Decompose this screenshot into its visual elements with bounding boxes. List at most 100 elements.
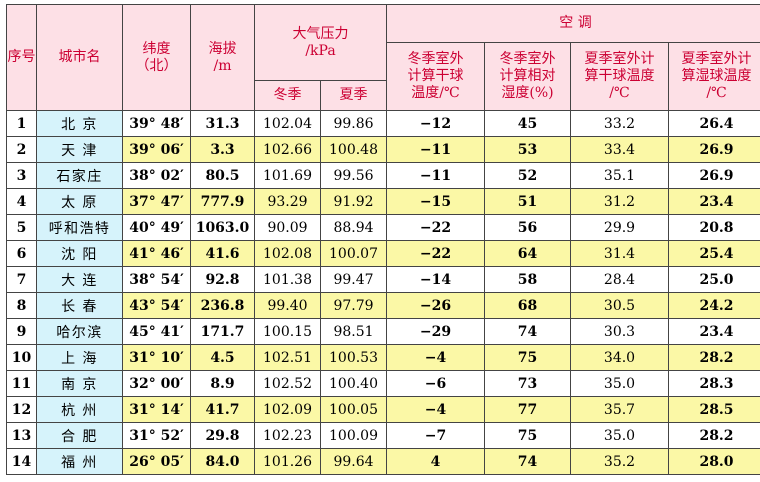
table-row: 9 哈尔滨 45° 41′ 171.7 100.15 98.51 −29 74 30.3 23.4 xyxy=(6,318,760,345)
cell-latitude: 38° 02′ xyxy=(122,162,191,189)
cell-city: 天 津 xyxy=(36,136,123,163)
cell-summer-dry-bulb: 29.9 xyxy=(570,214,669,241)
cell-index: 13 xyxy=(6,422,37,449)
cell-summer-dry-bulb: 30.3 xyxy=(570,318,669,345)
cell-winter-dry-bulb: −12 xyxy=(386,110,485,137)
cell-winter-rh: 52 xyxy=(484,162,571,189)
cell-winter-dry-bulb: −11 xyxy=(386,136,485,163)
table-container: 序号 城市名 纬度 （北） 海拔 /m 大气压力 /kPa 空 调 冬季室外 计… xyxy=(6,4,760,475)
cell-summer-dry-bulb: 33.4 xyxy=(570,136,669,163)
header-altitude: 海拔 /m xyxy=(190,4,255,111)
cell-pressure-summer: 91.92 xyxy=(320,188,387,215)
cell-summer-dry-bulb: 35.2 xyxy=(570,448,669,475)
cell-city: 长 春 xyxy=(36,292,123,319)
header-pressure-summer: 夏季 xyxy=(320,80,387,111)
cell-altitude: 1063.0 xyxy=(190,214,255,241)
cell-winter-dry-bulb: −29 xyxy=(386,318,485,345)
cell-pressure-winter: 102.66 xyxy=(254,136,321,163)
cell-winter-dry-bulb: −22 xyxy=(386,240,485,267)
header-latitude-line2: （北） xyxy=(135,57,178,74)
cell-winter-dry-bulb: −6 xyxy=(386,370,485,397)
cell-city: 呼和浩特 xyxy=(36,214,123,241)
cell-pressure-summer: 100.48 xyxy=(320,136,387,163)
cell-latitude: 31° 10′ xyxy=(122,344,191,371)
cell-city: 石家庄 xyxy=(36,162,123,189)
cell-pressure-winter: 102.23 xyxy=(254,422,321,449)
cell-summer-dry-bulb: 30.5 xyxy=(570,292,669,319)
cell-pressure-summer: 98.51 xyxy=(320,318,387,345)
cell-latitude: 40° 49′ xyxy=(122,214,191,241)
cell-index: 2 xyxy=(6,136,37,163)
table-header: 序号 城市名 纬度 （北） 海拔 /m 大气压力 /kPa 空 调 冬季室外 计… xyxy=(6,4,760,111)
cell-index: 8 xyxy=(6,292,37,319)
cell-latitude: 39° 48′ xyxy=(122,110,191,137)
cell-pressure-winter: 102.04 xyxy=(254,110,321,137)
cell-summer-wet-bulb: 28.0 xyxy=(667,448,760,475)
cell-pressure-summer: 100.09 xyxy=(320,422,387,449)
table-row: 12 杭 州 31° 14′ 41.7 102.09 100.05 −4 77 35.7 28.5 xyxy=(6,396,760,423)
cell-latitude: 31° 14′ xyxy=(122,396,191,423)
cell-city: 哈尔滨 xyxy=(36,318,123,345)
cell-index: 7 xyxy=(6,266,37,293)
cell-altitude: 777.9 xyxy=(190,188,255,215)
cell-summer-dry-bulb: 33.2 xyxy=(570,110,669,137)
cell-winter-rh: 45 xyxy=(484,110,571,137)
cell-pressure-winter: 101.38 xyxy=(254,266,321,293)
cell-summer-wet-bulb: 25.0 xyxy=(667,266,760,293)
cell-latitude: 32° 00′ xyxy=(122,370,191,397)
cell-pressure-summer: 100.07 xyxy=(320,240,387,267)
cell-city: 沈 阳 xyxy=(36,240,123,267)
cell-pressure-summer: 99.64 xyxy=(320,448,387,475)
cell-altitude: 84.0 xyxy=(190,448,255,475)
cell-pressure-winter: 101.69 xyxy=(254,162,321,189)
cell-summer-wet-bulb: 28.2 xyxy=(667,344,760,371)
table-row: 14 福 州 26° 05′ 84.0 101.26 99.64 4 74 35.2 28.0 xyxy=(6,448,760,475)
cell-altitude: 4.5 xyxy=(190,344,255,371)
cell-summer-dry-bulb: 35.7 xyxy=(570,396,669,423)
cell-altitude: 171.7 xyxy=(190,318,255,345)
header-pressure: 大气压力 /kPa xyxy=(254,4,387,81)
table-row: 10 上 海 31° 10′ 4.5 102.51 100.53 −4 75 34.0 28.2 xyxy=(6,344,760,371)
cell-pressure-summer: 99.56 xyxy=(320,162,387,189)
cell-winter-rh: 64 xyxy=(484,240,571,267)
cell-winter-dry-bulb: −7 xyxy=(386,422,485,449)
cell-winter-rh: 51 xyxy=(484,188,571,215)
header-latitude-line1: 纬度 xyxy=(142,40,171,57)
table-row: 3 石家庄 38° 02′ 80.5 101.69 99.56 −11 52 35.1 26.9 xyxy=(6,162,760,189)
cell-summer-wet-bulb: 25.4 xyxy=(667,240,760,267)
cell-index: 9 xyxy=(6,318,37,345)
table-row: 13 合 肥 31° 52′ 29.8 102.23 100.09 −7 75 35.0 28.2 xyxy=(6,422,760,449)
cell-winter-dry-bulb: −22 xyxy=(386,214,485,241)
header-summer-wet-bulb: 夏季室外计 算湿球温度 /℃ xyxy=(667,42,760,111)
cell-index: 5 xyxy=(6,214,37,241)
cell-summer-dry-bulb: 28.4 xyxy=(570,266,669,293)
cell-pressure-summer: 88.94 xyxy=(320,214,387,241)
cell-summer-dry-bulb: 35.0 xyxy=(570,370,669,397)
cell-pressure-winter: 99.40 xyxy=(254,292,321,319)
cell-winter-dry-bulb: −4 xyxy=(386,344,485,371)
cell-city: 合 肥 xyxy=(36,422,123,449)
cell-index: 4 xyxy=(6,188,37,215)
cell-summer-wet-bulb: 23.4 xyxy=(667,188,760,215)
cell-pressure-summer: 97.79 xyxy=(320,292,387,319)
cell-altitude: 41.6 xyxy=(190,240,255,267)
cell-city: 大 连 xyxy=(36,266,123,293)
cell-summer-wet-bulb: 20.8 xyxy=(667,214,760,241)
cell-pressure-summer: 99.86 xyxy=(320,110,387,137)
cell-altitude: 29.8 xyxy=(190,422,255,449)
cell-winter-rh: 56 xyxy=(484,214,571,241)
cell-winter-rh: 58 xyxy=(484,266,571,293)
cell-summer-wet-bulb: 26.4 xyxy=(667,110,760,137)
cell-winter-dry-bulb: −26 xyxy=(386,292,485,319)
cell-winter-dry-bulb: −4 xyxy=(386,396,485,423)
cell-summer-wet-bulb: 23.4 xyxy=(667,318,760,345)
cell-pressure-winter: 101.26 xyxy=(254,448,321,475)
cell-altitude: 236.8 xyxy=(190,292,255,319)
cell-winter-dry-bulb: −15 xyxy=(386,188,485,215)
cell-pressure-winter: 90.09 xyxy=(254,214,321,241)
cell-index: 12 xyxy=(6,396,37,423)
header-index: 序号 xyxy=(6,4,37,111)
